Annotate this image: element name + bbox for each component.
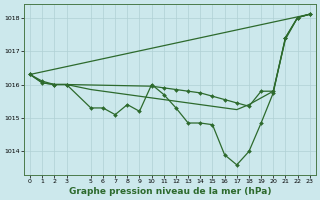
X-axis label: Graphe pression niveau de la mer (hPa): Graphe pression niveau de la mer (hPa): [69, 187, 271, 196]
